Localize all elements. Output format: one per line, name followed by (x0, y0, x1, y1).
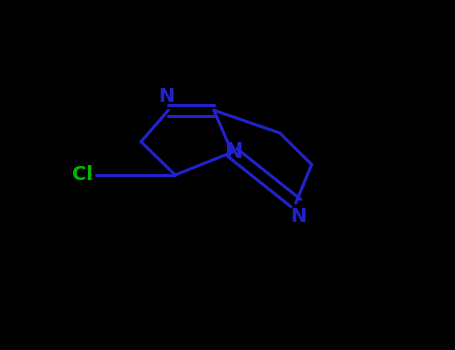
Text: N: N (158, 87, 174, 106)
Text: Cl: Cl (72, 166, 93, 184)
Text: N: N (225, 142, 243, 162)
Text: N: N (290, 207, 306, 226)
